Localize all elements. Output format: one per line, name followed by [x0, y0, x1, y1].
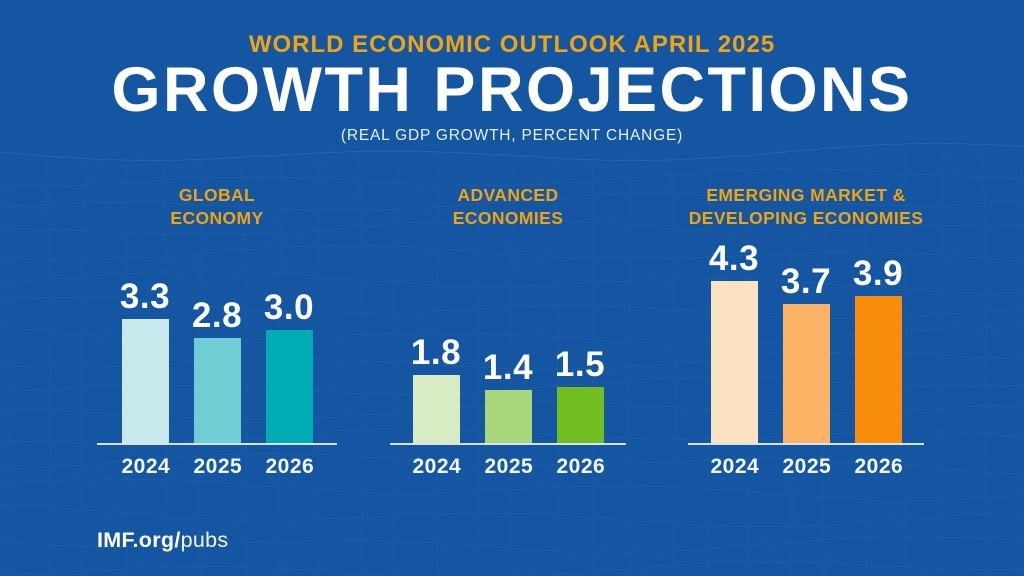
bar-value-label: 1.8 — [410, 333, 462, 372]
bar-2024 — [710, 281, 758, 443]
bar-2026 — [265, 330, 313, 443]
bar-2025 — [484, 390, 532, 443]
bars-row: 3.3 2.8 3.0 — [97, 184, 337, 443]
bar-column-2026: 3.9 — [852, 254, 904, 443]
bar-column-2026: 1.5 — [554, 345, 606, 443]
bar-value-label: 4.3 — [708, 239, 760, 278]
x-axis-labels: 2024 2025 2026 — [688, 455, 924, 479]
bar-column-2025: 1.4 — [482, 348, 534, 443]
bars-row: 4.3 3.7 3.9 — [688, 184, 924, 443]
imf-brand-domain: IMF.org/ — [97, 528, 181, 552]
bar-column-2025: 2.8 — [191, 296, 243, 443]
bar-column-2024: 3.3 — [119, 277, 171, 443]
chart-group-advanced-economies: ADVANCED ECONOMIES 1.8 1.4 1.5 2024 2025 2026 — [390, 184, 626, 514]
axis-baseline — [390, 443, 626, 445]
group-title: ADVANCED ECONOMIES — [452, 185, 564, 229]
x-axis-label: 2024 — [710, 455, 760, 478]
chart-group-emerging-market-developing-economies: EMERGING MARKET & DEVELOPING ECONOMIES 4.… — [688, 184, 924, 514]
bar-2024 — [121, 319, 169, 443]
x-axis-label: 2025 — [193, 455, 243, 478]
x-axis-label: 2024 — [121, 455, 171, 478]
bar-value-label: 1.4 — [482, 348, 534, 387]
bar-2026 — [556, 387, 604, 443]
chart-group-global-economy: GLOBAL ECONOMY 3.3 2.8 3.0 2024 2025 2026 — [97, 184, 337, 514]
imf-brand-path: pubs — [180, 528, 229, 552]
bar-2025 — [193, 338, 241, 443]
bar-column-2024: 1.8 — [410, 333, 462, 443]
bar-2026 — [854, 296, 902, 443]
axis-baseline — [688, 443, 924, 445]
x-axis-label: 2026 — [265, 455, 315, 478]
bar-value-label: 3.7 — [780, 262, 832, 301]
x-axis-label: 2025 — [782, 455, 832, 478]
bar-column-2025: 3.7 — [780, 262, 832, 443]
x-axis-labels: 2024 2025 2026 — [390, 455, 626, 479]
x-axis-labels: 2024 2025 2026 — [97, 455, 337, 479]
bar-value-label: 3.9 — [852, 254, 904, 293]
chart-subtitle: (REAL GDP GROWTH, PERCENT CHANGE) — [340, 127, 684, 144]
group-title: EMERGING MARKET & DEVELOPING ECONOMIES — [688, 185, 924, 229]
bar-2025 — [782, 304, 830, 443]
page-title: GROWTH PROJECTIONS — [111, 55, 913, 125]
axis-baseline — [97, 443, 337, 445]
bar-value-label: 2.8 — [191, 296, 243, 335]
bar-value-label: 3.0 — [263, 288, 315, 327]
bar-value-label: 1.5 — [554, 345, 606, 384]
x-axis-label: 2026 — [556, 455, 606, 478]
imf-brand: IMF.org/pubs — [97, 528, 228, 553]
x-axis-label: 2025 — [484, 455, 534, 478]
bars-row: 1.8 1.4 1.5 — [390, 184, 626, 443]
bar-column-2026: 3.0 — [263, 288, 315, 443]
bar-2024 — [412, 375, 460, 443]
report-kicker: WORLD ECONOMIC OUTLOOK APRIL 2025 — [248, 31, 776, 58]
group-title: GLOBAL ECONOMY — [170, 185, 264, 229]
x-axis-label: 2024 — [412, 455, 462, 478]
bar-column-2024: 4.3 — [708, 239, 760, 443]
x-axis-label: 2026 — [854, 455, 904, 478]
bar-value-label: 3.3 — [119, 277, 171, 316]
